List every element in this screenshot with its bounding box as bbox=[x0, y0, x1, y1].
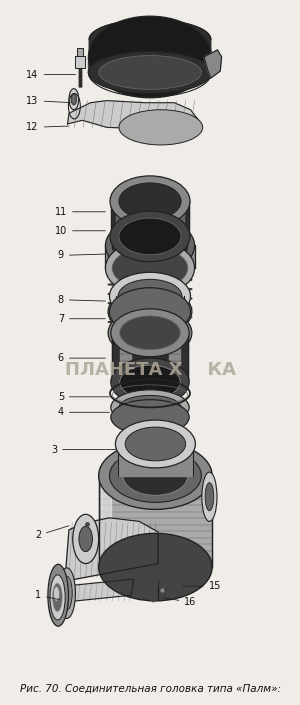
Polygon shape bbox=[111, 201, 189, 236]
Ellipse shape bbox=[112, 247, 188, 289]
Text: 7: 7 bbox=[58, 314, 105, 324]
Ellipse shape bbox=[119, 110, 203, 145]
Text: 15: 15 bbox=[182, 581, 221, 591]
Polygon shape bbox=[62, 579, 134, 602]
Text: 16: 16 bbox=[164, 597, 196, 607]
Ellipse shape bbox=[69, 89, 79, 110]
Ellipse shape bbox=[123, 456, 188, 496]
Ellipse shape bbox=[61, 576, 72, 610]
Polygon shape bbox=[120, 333, 131, 382]
Text: 12: 12 bbox=[26, 123, 69, 133]
Ellipse shape bbox=[88, 16, 212, 98]
Ellipse shape bbox=[48, 564, 68, 626]
Text: 11: 11 bbox=[55, 207, 105, 216]
Ellipse shape bbox=[108, 307, 192, 358]
Ellipse shape bbox=[119, 218, 181, 255]
Polygon shape bbox=[68, 101, 199, 129]
Bar bbox=[76, 48, 83, 56]
Ellipse shape bbox=[111, 400, 189, 435]
Ellipse shape bbox=[79, 527, 92, 551]
Text: 9: 9 bbox=[58, 250, 105, 260]
Ellipse shape bbox=[111, 309, 189, 357]
Ellipse shape bbox=[112, 223, 188, 268]
Ellipse shape bbox=[110, 211, 190, 262]
Ellipse shape bbox=[99, 533, 212, 601]
Polygon shape bbox=[89, 20, 211, 57]
Ellipse shape bbox=[118, 279, 182, 313]
Polygon shape bbox=[116, 296, 184, 312]
Ellipse shape bbox=[110, 176, 190, 226]
Ellipse shape bbox=[73, 515, 99, 563]
Ellipse shape bbox=[54, 587, 59, 601]
Text: ПЛАНЕТА Х    КА: ПЛАНЕТА Х КА bbox=[64, 361, 236, 379]
Text: 14: 14 bbox=[26, 70, 76, 80]
Ellipse shape bbox=[205, 483, 214, 511]
Text: 3: 3 bbox=[51, 445, 116, 455]
Ellipse shape bbox=[110, 449, 201, 503]
Ellipse shape bbox=[118, 294, 182, 329]
Text: 10: 10 bbox=[55, 226, 105, 235]
Ellipse shape bbox=[119, 183, 181, 219]
Polygon shape bbox=[99, 476, 212, 567]
Text: 13: 13 bbox=[26, 96, 70, 106]
Ellipse shape bbox=[71, 94, 76, 105]
Ellipse shape bbox=[111, 358, 189, 406]
Ellipse shape bbox=[116, 420, 195, 468]
Bar bbox=[75, 56, 85, 68]
Ellipse shape bbox=[52, 583, 62, 611]
Polygon shape bbox=[118, 444, 193, 476]
Text: 6: 6 bbox=[58, 353, 105, 363]
Polygon shape bbox=[116, 312, 184, 333]
Ellipse shape bbox=[99, 56, 201, 90]
Ellipse shape bbox=[119, 396, 181, 419]
Polygon shape bbox=[204, 50, 222, 78]
Polygon shape bbox=[169, 333, 180, 382]
Ellipse shape bbox=[50, 575, 65, 620]
Text: 1: 1 bbox=[35, 590, 59, 600]
Text: 8: 8 bbox=[58, 295, 105, 305]
Ellipse shape bbox=[99, 442, 212, 510]
Polygon shape bbox=[112, 333, 188, 382]
Ellipse shape bbox=[58, 568, 75, 618]
Ellipse shape bbox=[88, 51, 212, 94]
Polygon shape bbox=[65, 518, 158, 581]
Ellipse shape bbox=[105, 240, 195, 296]
Polygon shape bbox=[101, 476, 111, 567]
Ellipse shape bbox=[110, 288, 190, 336]
Ellipse shape bbox=[108, 286, 192, 337]
Text: 4: 4 bbox=[58, 407, 110, 417]
Ellipse shape bbox=[120, 365, 180, 399]
Ellipse shape bbox=[111, 390, 189, 425]
Ellipse shape bbox=[110, 272, 190, 320]
Polygon shape bbox=[105, 245, 195, 268]
Polygon shape bbox=[117, 407, 183, 417]
Ellipse shape bbox=[120, 316, 180, 350]
Ellipse shape bbox=[105, 217, 195, 274]
Text: 2: 2 bbox=[35, 526, 69, 541]
Text: Рис. 70. Соединительная головка типа «Палм»:: Рис. 70. Соединительная головка типа «Па… bbox=[20, 684, 281, 694]
Ellipse shape bbox=[202, 472, 217, 522]
Text: 5: 5 bbox=[58, 392, 110, 402]
Ellipse shape bbox=[125, 427, 186, 461]
Polygon shape bbox=[116, 201, 184, 236]
